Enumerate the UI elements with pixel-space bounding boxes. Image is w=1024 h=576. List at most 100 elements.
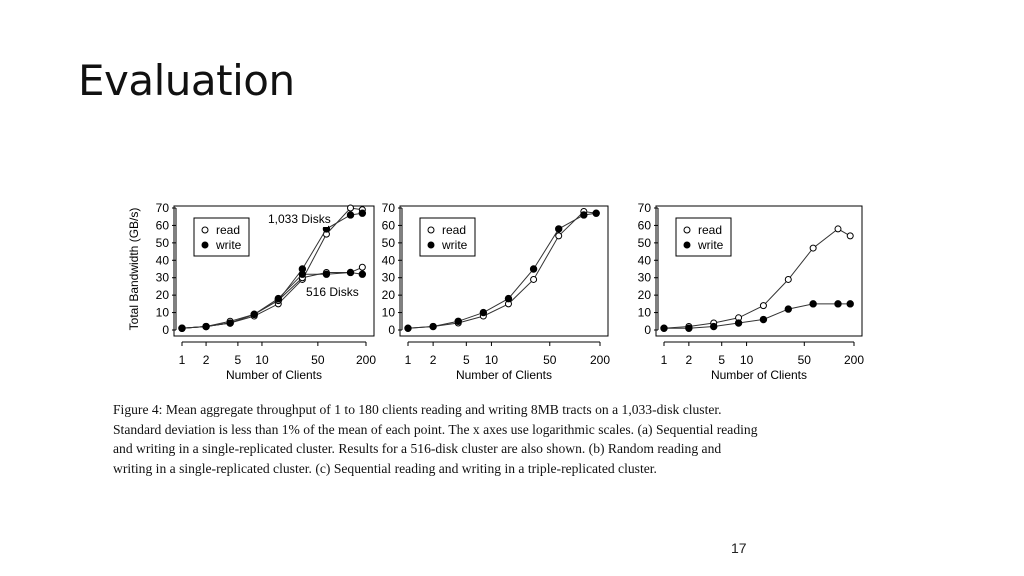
chart-sequential-single-replicated: 0 10 20 30 40 50 60 70 1 2 5 10 50 200 Number of Clien… [127, 201, 376, 382]
data-point-open [530, 275, 538, 283]
plot-frame [655, 205, 863, 337]
data-point-filled [322, 270, 331, 278]
data-point-filled [226, 319, 234, 327]
x-tick-label: 1 [179, 353, 186, 367]
caption-line: and writing in a single-replicated clust… [113, 441, 722, 457]
x-tick-label: 5 [235, 353, 242, 367]
x-axis-label: Number of Clients [226, 368, 322, 382]
data-point-filled [358, 209, 367, 217]
data-point-filled [846, 300, 854, 308]
legend-label: write [697, 238, 724, 252]
data-point-filled [660, 324, 668, 332]
x-tick-label: 5 [718, 353, 725, 367]
series-line [181, 271, 363, 329]
y-tick-label: 60 [382, 218, 396, 232]
x-axis-label: Number of Clients [711, 368, 807, 382]
data-point-open [759, 302, 767, 310]
plot-frame [399, 205, 609, 337]
legend-label: write [441, 238, 468, 252]
data-point-filled [710, 322, 718, 331]
plot-frame [173, 205, 375, 337]
data-point-open [358, 263, 366, 271]
legend-label: read [216, 223, 240, 237]
y-tick-label: 40 [638, 253, 652, 267]
y-tick-label: 40 [382, 253, 396, 267]
x-tick-label: 10 [255, 353, 269, 367]
y-tick-label: 10 [156, 306, 170, 320]
data-point-open [846, 232, 854, 240]
x-tick-label: 1 [661, 353, 668, 367]
y-tick-label: 20 [382, 288, 396, 302]
x-axis-label: Number of Clients [456, 368, 552, 382]
data-point-open [809, 244, 817, 252]
data-point-open [347, 204, 355, 212]
data-point-filled [274, 294, 282, 303]
data-point-filled [504, 294, 513, 303]
y-axis-label: Total Bandwidth (GB/s) [127, 208, 141, 331]
data-point-filled [479, 308, 488, 317]
legend-label: read [442, 223, 466, 237]
x-tick-label: 50 [798, 353, 812, 367]
y-tick-label: 30 [156, 271, 170, 285]
x-tick-label: 5 [463, 353, 470, 367]
legend-marker-open [201, 226, 209, 234]
annotation-bg [304, 284, 366, 300]
data-point-filled [250, 310, 258, 319]
data-point-filled [809, 300, 817, 308]
legend-marker-filled [683, 241, 691, 249]
legend-marker-filled [427, 241, 435, 249]
y-tick-label: 40 [156, 253, 170, 267]
y-tick-label: 20 [156, 288, 170, 302]
data-point-open [784, 275, 792, 283]
data-point-filled [784, 305, 792, 313]
x-tick-label: 50 [311, 353, 325, 367]
y-tick-label: 60 [638, 218, 652, 232]
y-tick-label: 30 [382, 271, 396, 285]
y-tick-label: 30 [638, 271, 652, 285]
y-tick-label: 10 [638, 306, 652, 320]
data-point-filled [734, 319, 743, 327]
y-tick-label: 10 [382, 306, 396, 320]
data-point-filled [580, 211, 588, 219]
data-point-filled [759, 315, 768, 324]
y-tick-label: 0 [644, 323, 651, 337]
y-tick-label: 50 [638, 236, 652, 250]
legend-box [193, 217, 250, 257]
data-point-filled [529, 265, 538, 273]
legend-box [675, 217, 732, 257]
x-tick-label: 2 [203, 353, 210, 367]
data-point-filled [178, 324, 186, 332]
data-point-filled [358, 270, 367, 278]
data-point-filled [298, 270, 307, 278]
caption-line: Standard deviation is less than 1% of th… [113, 421, 758, 437]
y-tick-label: 60 [156, 218, 170, 232]
page-number: 17 [731, 540, 747, 556]
legend-marker-filled [201, 241, 209, 249]
x-tick-label: 200 [844, 353, 864, 367]
legend-label: read [698, 223, 722, 237]
y-tick-label: 0 [162, 323, 169, 337]
data-point-open [834, 225, 842, 233]
data-point-filled [555, 225, 563, 233]
x-tick-label: 2 [686, 353, 693, 367]
data-point-filled [454, 317, 462, 325]
data-point-filled [592, 209, 600, 217]
y-tick-label: 0 [388, 323, 395, 337]
x-tick-label: 1 [405, 353, 412, 367]
x-tick-label: 2 [430, 353, 437, 367]
data-point-filled [429, 322, 437, 331]
y-tick-label: 50 [382, 236, 396, 250]
data-point-filled [202, 322, 210, 331]
chart-annotation: 516 Disks [306, 285, 359, 299]
data-point-filled [834, 300, 842, 308]
legend-marker-open [427, 226, 435, 234]
caption-line: writing in a single-replicated cluster. … [113, 460, 657, 476]
data-point-open [555, 232, 563, 240]
x-tick-label: 50 [543, 353, 557, 367]
caption-line: Figure 4: Mean aggregate throughput of 1… [113, 402, 722, 417]
legend-box [419, 217, 476, 257]
x-tick-label: 200 [590, 353, 610, 367]
y-tick-label: 20 [638, 288, 652, 302]
x-tick-label: 10 [485, 353, 499, 367]
chart-annotation: 1,033 Disks [268, 212, 331, 226]
